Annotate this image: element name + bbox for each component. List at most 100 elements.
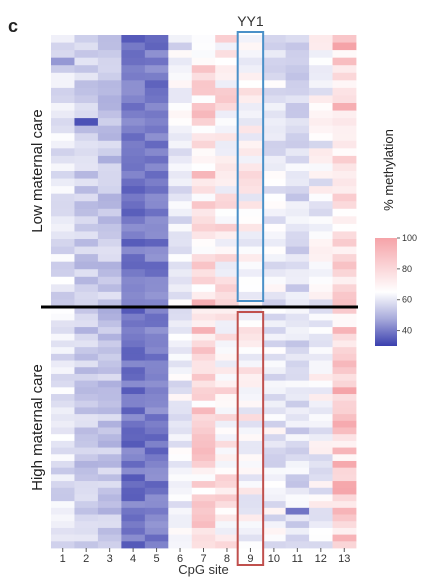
heatmap-cell <box>121 57 146 66</box>
colorbar-tick-label: 40 <box>402 326 412 336</box>
heatmap-cell <box>262 467 287 475</box>
heatmap-cell <box>332 87 357 96</box>
heatmap-cell <box>262 246 287 255</box>
heatmap-cell <box>238 440 263 448</box>
heatmap-cell <box>74 514 99 522</box>
heatmap-cell <box>309 231 333 240</box>
heatmap-cell <box>74 474 99 482</box>
heatmap-cell <box>191 178 216 187</box>
heatmap-cell <box>309 427 333 435</box>
heatmap-cell <box>97 87 122 96</box>
heatmap-cell <box>121 246 146 255</box>
heatmap-cell <box>332 521 357 529</box>
heatmap-cell <box>262 521 287 529</box>
heatmap-cell <box>238 467 263 475</box>
heatmap-cell <box>238 299 263 308</box>
colorbar-tick-label: 80 <box>402 264 412 274</box>
x-tick-label: 8 <box>224 553 230 565</box>
heatmap-cell <box>51 467 75 475</box>
heatmap-cell <box>97 216 122 225</box>
heatmap-cell <box>309 140 333 149</box>
heatmap-cell <box>215 380 240 388</box>
heatmap-cell <box>51 284 75 293</box>
heatmap-cell <box>238 118 263 127</box>
heatmap-cell <box>285 216 310 225</box>
heatmap-cell <box>309 380 333 388</box>
heatmap-cell <box>144 223 169 232</box>
colorbar-tick-label: 100 <box>402 233 417 243</box>
heatmap-cell <box>215 474 240 482</box>
heatmap-cell <box>309 291 333 300</box>
heatmap-cell <box>309 103 333 111</box>
heatmap-cell <box>191 42 216 51</box>
heatmap-cell <box>332 327 357 335</box>
heatmap-cell <box>97 414 122 422</box>
heatmap-cell <box>285 103 310 111</box>
heatmap-cell <box>51 494 75 502</box>
heatmap-cell <box>74 246 99 255</box>
heatmap-cell <box>262 447 287 455</box>
heatmap-cell <box>262 340 287 348</box>
heatmap-cell <box>238 434 263 442</box>
heatmap-cell <box>285 178 310 187</box>
heatmap-cell <box>332 340 357 348</box>
heatmap-cell <box>285 72 310 81</box>
heatmap-cell <box>74 269 99 278</box>
heatmap-cell <box>238 208 263 217</box>
heatmap-cell <box>262 65 287 74</box>
x-tick-label: 3 <box>107 553 113 565</box>
heatmap-cell <box>97 201 122 210</box>
heatmap-cell <box>168 460 193 469</box>
heatmap-cell <box>332 276 357 285</box>
heatmap-cell <box>215 171 240 179</box>
heatmap-cell <box>191 333 216 341</box>
heatmap-cell <box>74 501 99 509</box>
heatmap-cell <box>309 534 333 542</box>
heatmap-cell <box>168 333 193 341</box>
heatmap-cell <box>144 261 169 270</box>
heatmap-cell <box>215 231 240 240</box>
heatmap-cell <box>51 501 75 509</box>
heatmap-cell <box>168 407 193 415</box>
heatmap-cell <box>97 454 122 462</box>
heatmap-cell <box>191 231 216 240</box>
heatmap-cell <box>238 360 263 368</box>
heatmap-cell <box>74 373 99 382</box>
heatmap-cell <box>309 347 333 355</box>
heatmap-cell <box>262 367 287 375</box>
heatmap-cell <box>309 340 333 348</box>
heatmap-cell <box>74 299 99 308</box>
heatmap-cell <box>51 103 75 111</box>
heatmap-cell <box>121 239 146 247</box>
heatmap-cell <box>121 420 146 428</box>
heatmap-cell <box>285 481 310 489</box>
heatmap-cell <box>285 50 310 59</box>
heatmap-cell <box>262 440 287 448</box>
heatmap-cell <box>168 208 193 217</box>
heatmap-cell <box>51 514 75 522</box>
heatmap-cell <box>309 246 333 255</box>
heatmap-cell <box>74 481 99 489</box>
heatmap-cell <box>215 239 240 247</box>
heatmap-cell <box>97 118 122 127</box>
heatmap-cell <box>238 254 263 263</box>
heatmap-cell <box>168 80 193 89</box>
heatmap-cell <box>215 261 240 270</box>
heatmap-cell <box>168 239 193 247</box>
heatmap-cell <box>215 57 240 66</box>
heatmap-cell <box>238 501 263 509</box>
heatmap-cell <box>309 487 333 495</box>
heatmap-cell <box>97 254 122 263</box>
heatmap-cell <box>51 427 75 435</box>
heatmap-cell <box>97 474 122 482</box>
heatmap-cell <box>144 95 169 104</box>
heatmap-cell <box>215 148 240 157</box>
heatmap-cell <box>168 353 193 361</box>
heatmap-cell <box>74 327 99 335</box>
heatmap-cell <box>262 474 287 482</box>
heatmap-cell <box>74 460 99 469</box>
heatmap-cell <box>121 42 146 51</box>
heatmap-cell <box>121 95 146 104</box>
heatmap-cell <box>191 118 216 127</box>
heatmap-cell <box>262 208 287 217</box>
